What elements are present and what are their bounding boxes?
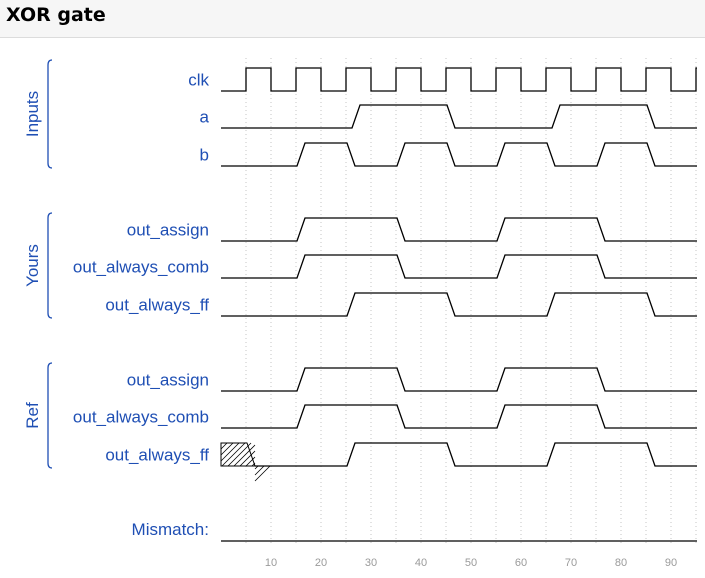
group-bracket — [47, 362, 53, 469]
clock-wave — [221, 67, 697, 92]
signal-wave — [221, 254, 697, 279]
signal-label: out_assign — [127, 221, 209, 240]
group-label: Ref — [23, 402, 42, 429]
time-tick-label: 50 — [465, 557, 477, 569]
group-label: Yours — [23, 244, 42, 287]
signal-label: out_always_ff — [105, 296, 209, 315]
signal-wave — [221, 142, 697, 167]
time-tick-label: 40 — [415, 557, 427, 569]
page-title: XOR gate — [6, 4, 106, 26]
mismatch-label: Mismatch: — [132, 520, 209, 539]
signal-waves — [220, 67, 697, 542]
signal-wave — [255, 442, 697, 467]
group-brackets: Inputs Yours Ref — [23, 59, 53, 469]
signal-label: out_assign — [127, 371, 209, 390]
page-header: XOR gate — [0, 0, 705, 38]
group-bracket — [47, 212, 53, 319]
signal-wave — [221, 292, 697, 317]
undefined-region — [220, 442, 271, 482]
signal-label: clk — [188, 71, 209, 90]
time-tick-label: 10 — [265, 557, 277, 569]
signal-labels: clk ab out_assign out_always_comb out_always… — [73, 71, 210, 540]
time-tick-label: 70 — [565, 557, 577, 569]
signal-label: out_always_ff — [105, 446, 209, 465]
signal-label: b — [200, 146, 209, 165]
group-bracket — [47, 59, 53, 169]
signal-wave — [221, 104, 697, 129]
waveform-diagram: Inputs Yours Ref clk ab out_assign out_always… — [23, 58, 697, 569]
signal-label: a — [200, 108, 210, 127]
time-tick-label: 60 — [515, 557, 527, 569]
time-axis: 10 20 30 40 50 60 70 80 90 — [265, 557, 677, 569]
group-label: Inputs — [23, 91, 42, 137]
time-grid — [245, 58, 697, 543]
time-tick-label: 20 — [315, 557, 327, 569]
signal-wave — [221, 367, 697, 392]
signal-wave — [221, 217, 697, 242]
time-tick-label: 90 — [665, 557, 677, 569]
time-tick-label: 30 — [365, 557, 377, 569]
time-tick-label: 80 — [615, 557, 627, 569]
signal-wave — [221, 404, 697, 429]
signal-label: out_always_comb — [73, 408, 209, 427]
signal-label: out_always_comb — [73, 258, 209, 277]
